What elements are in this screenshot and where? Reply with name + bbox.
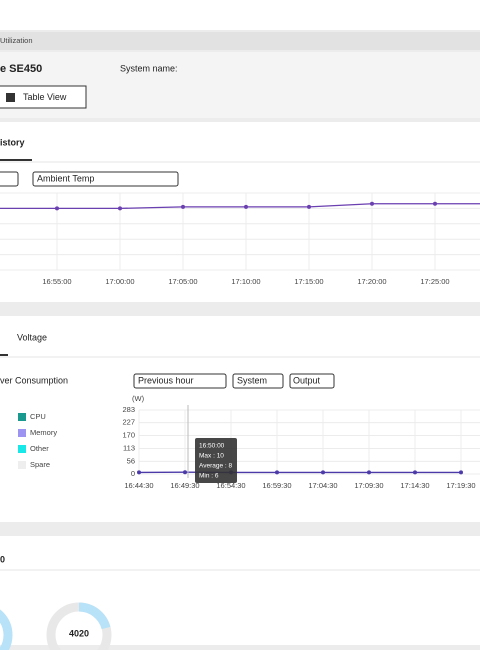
- legend-label: CPU: [30, 412, 46, 421]
- tooltip-min: Min : 6: [199, 473, 219, 480]
- tab-underline: [0, 354, 8, 356]
- data-point: [370, 201, 374, 206]
- x-tick-label: 16:59:30: [262, 481, 291, 490]
- legend-swatch: [18, 445, 26, 453]
- data-point: [118, 206, 122, 211]
- breadcrumb: Utilization: [0, 36, 33, 45]
- legend-swatch: [18, 461, 26, 469]
- legend-label: Memory: [30, 428, 57, 437]
- metric-select-label: Ambient Temp: [37, 173, 94, 183]
- history-panel: [0, 122, 480, 302]
- tooltip-average: Average : 8: [199, 463, 233, 470]
- x-tick-label: 17:14:30: [400, 481, 429, 490]
- table-view-label: Table View: [23, 92, 67, 102]
- x-tick-label: 17:19:30: [446, 481, 475, 490]
- gauge-track: [0, 609, 13, 650]
- y-tick-label: 0: [131, 469, 135, 478]
- data-point: [321, 470, 325, 475]
- legend-swatch: [18, 429, 26, 437]
- y-tick-label: 113: [123, 443, 135, 452]
- x-tick-label: 17:15:00: [294, 277, 323, 286]
- x-tick-label: 16:54:30: [216, 481, 245, 490]
- table-view-button[interactable]: [0, 85, 87, 109]
- data-point: [413, 470, 417, 475]
- data-point: [55, 206, 59, 211]
- data-point: [137, 470, 141, 475]
- scope-select[interactable]: [232, 373, 284, 389]
- system-name-label: System name:: [120, 63, 178, 73]
- panel-title: 0: [0, 554, 5, 564]
- bottom-panel: [0, 536, 480, 645]
- panel-title: ver Consumption: [0, 375, 68, 385]
- breadcrumb-bar: [0, 32, 480, 50]
- x-tick-label: 17:20:00: [357, 277, 386, 286]
- x-tick-label: 16:55:00: [42, 277, 71, 286]
- metric-select[interactable]: [32, 171, 179, 187]
- y-tick-label: 170: [122, 431, 135, 440]
- x-tick-label: 17:05:00: [168, 277, 197, 286]
- range-select-label: Previous hour: [138, 375, 194, 385]
- scope-select-label: System: [237, 375, 267, 385]
- x-tick-label: 17:25:00: [420, 277, 449, 286]
- x-tick-label: 16:44:30: [124, 481, 153, 490]
- data-point: [181, 204, 185, 209]
- device-name: e SE450: [0, 63, 42, 75]
- power-chart: (W) 0 56 113 170 227 283 16:44:30 16:49:30 16:54:…: [18, 394, 480, 490]
- y-unit: (W): [132, 394, 145, 403]
- gauge-value: 4020: [69, 628, 89, 638]
- tab-underline: [0, 159, 32, 161]
- range-select[interactable]: [133, 373, 227, 389]
- tab[interactable]: istory: [0, 137, 25, 147]
- tooltip: [195, 438, 237, 483]
- data-point: [459, 470, 463, 475]
- top-bar: [0, 0, 480, 30]
- data-point: [367, 470, 371, 475]
- mode-select-label: Output: [293, 375, 321, 385]
- y-tick-label: 56: [127, 456, 135, 465]
- y-tick-label: 283: [122, 405, 135, 414]
- history-chart: 0016:55:0017:00:0017:05:0017:10:0017:15:…: [0, 192, 480, 286]
- y-tick-label: 227: [122, 418, 135, 427]
- x-tick-label: 17:09:30: [354, 481, 383, 490]
- table-icon: [6, 93, 15, 102]
- data-point: [307, 204, 311, 209]
- x-tick-label: 17:10:00: [231, 277, 260, 286]
- legend-label: Spare: [30, 460, 50, 469]
- data-point: [433, 201, 437, 206]
- tooltip-max: Max : 10: [199, 453, 224, 460]
- legend-swatch: [18, 413, 26, 421]
- x-tick-label: 16:49:30: [170, 481, 199, 490]
- power-panel: [0, 316, 480, 522]
- gauge-arc: [78, 602, 111, 630]
- tooltip-time: 16:50:00: [199, 443, 225, 450]
- x-tick-label: 17:04:30: [308, 481, 337, 490]
- data-point: [183, 470, 187, 475]
- x-tick-label: 17:00:00: [105, 277, 134, 286]
- legend-label: Other: [30, 444, 49, 453]
- data-point: [244, 204, 248, 209]
- mode-select[interactable]: [289, 373, 335, 389]
- data-point: [275, 470, 279, 475]
- select[interactable]: [0, 171, 19, 187]
- tab[interactable]: Voltage: [17, 332, 47, 342]
